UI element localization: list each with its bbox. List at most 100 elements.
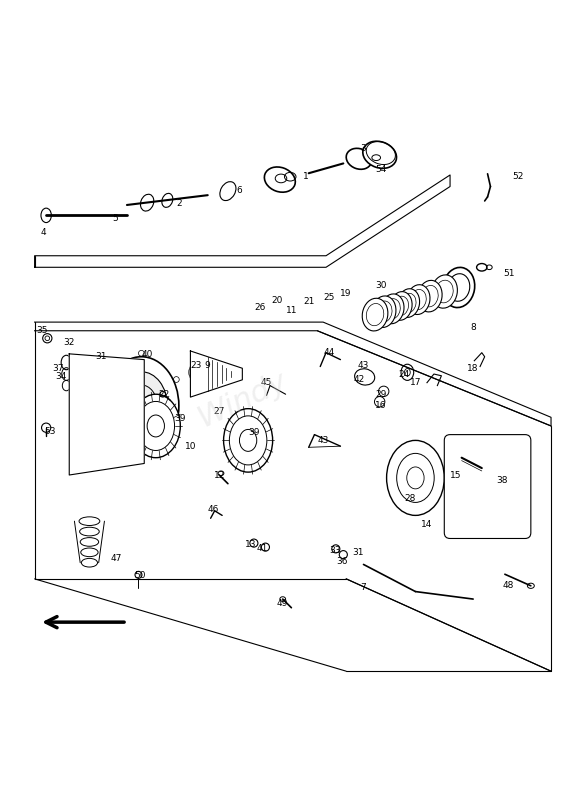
Circle shape (339, 550, 347, 558)
Ellipse shape (80, 527, 99, 536)
Ellipse shape (220, 182, 236, 201)
Ellipse shape (132, 394, 181, 458)
Ellipse shape (397, 454, 434, 502)
FancyBboxPatch shape (444, 434, 531, 538)
Ellipse shape (527, 583, 534, 588)
Text: 40: 40 (141, 350, 153, 359)
Ellipse shape (61, 355, 72, 370)
Ellipse shape (79, 517, 100, 526)
Text: 30: 30 (375, 282, 387, 290)
Text: 20: 20 (271, 296, 283, 306)
Text: 13: 13 (245, 540, 257, 549)
Circle shape (261, 543, 269, 551)
Ellipse shape (355, 369, 374, 385)
Text: 43: 43 (317, 436, 329, 445)
Ellipse shape (223, 409, 272, 472)
Text: 15: 15 (450, 470, 462, 479)
Ellipse shape (280, 597, 286, 602)
Ellipse shape (264, 167, 295, 192)
Text: 53: 53 (44, 427, 56, 436)
Text: 8: 8 (470, 323, 476, 332)
Ellipse shape (162, 194, 173, 207)
Text: 26: 26 (254, 303, 265, 312)
Circle shape (43, 334, 52, 343)
Text: 45: 45 (261, 378, 272, 387)
Text: 4: 4 (40, 228, 46, 237)
Ellipse shape (346, 148, 372, 170)
Ellipse shape (398, 289, 419, 318)
Circle shape (332, 545, 340, 553)
Ellipse shape (41, 208, 51, 222)
Text: 47: 47 (111, 554, 122, 563)
Ellipse shape (381, 294, 404, 324)
Ellipse shape (477, 263, 487, 271)
Ellipse shape (418, 280, 442, 312)
Text: 22: 22 (159, 390, 170, 398)
Text: 33: 33 (329, 546, 340, 554)
Text: 21: 21 (303, 298, 314, 306)
Text: 11: 11 (286, 306, 297, 315)
Text: 27: 27 (213, 407, 225, 416)
Ellipse shape (407, 285, 430, 314)
Polygon shape (69, 354, 144, 475)
Text: 29: 29 (375, 390, 387, 398)
Text: 6: 6 (237, 186, 242, 195)
Text: 50: 50 (134, 571, 146, 581)
Text: 24: 24 (398, 370, 410, 378)
Text: 17: 17 (410, 378, 421, 387)
Text: Windy: Windy (193, 366, 292, 434)
Text: 48: 48 (502, 582, 514, 590)
Text: 25: 25 (323, 293, 335, 302)
Text: 39: 39 (248, 428, 260, 438)
Circle shape (42, 423, 51, 432)
Text: 37: 37 (52, 364, 63, 373)
Text: 52: 52 (512, 172, 524, 181)
Ellipse shape (401, 364, 414, 380)
Ellipse shape (104, 357, 179, 455)
Text: 7: 7 (361, 583, 366, 592)
Ellipse shape (363, 142, 396, 168)
Ellipse shape (81, 558, 98, 567)
Text: 49: 49 (277, 598, 288, 608)
Text: 34: 34 (55, 373, 66, 382)
Ellipse shape (80, 538, 99, 546)
Polygon shape (190, 351, 242, 397)
Text: 14: 14 (421, 519, 433, 529)
Ellipse shape (443, 267, 475, 307)
Text: 51: 51 (503, 269, 515, 278)
Text: 41: 41 (257, 544, 268, 554)
Ellipse shape (390, 292, 412, 320)
Text: 5: 5 (113, 214, 118, 222)
Text: 35: 35 (36, 326, 47, 335)
Text: 44: 44 (323, 348, 335, 357)
Text: 3: 3 (361, 144, 366, 153)
Text: 43: 43 (358, 361, 369, 370)
Text: 32: 32 (63, 338, 75, 346)
Ellipse shape (140, 194, 154, 211)
Ellipse shape (115, 372, 167, 440)
Text: 1: 1 (303, 172, 309, 181)
Text: 46: 46 (208, 505, 219, 514)
Text: 2: 2 (176, 199, 182, 208)
Text: 16: 16 (375, 402, 387, 410)
Ellipse shape (81, 548, 98, 557)
Text: 18: 18 (467, 364, 479, 373)
Ellipse shape (387, 440, 444, 515)
Text: 42: 42 (353, 375, 365, 384)
Text: 19: 19 (340, 289, 352, 298)
Text: 28: 28 (404, 494, 415, 502)
Ellipse shape (362, 298, 388, 331)
Text: 36: 36 (336, 557, 347, 566)
Ellipse shape (372, 296, 396, 327)
Text: 54: 54 (375, 165, 387, 174)
Text: 31: 31 (352, 549, 364, 558)
Ellipse shape (189, 363, 204, 382)
Circle shape (135, 571, 142, 578)
Text: 9: 9 (205, 361, 211, 370)
Text: 12: 12 (213, 470, 225, 479)
Text: 10: 10 (185, 442, 196, 450)
Text: 38: 38 (496, 476, 508, 486)
Text: 39: 39 (174, 414, 186, 423)
Circle shape (250, 539, 258, 547)
Ellipse shape (494, 475, 520, 509)
